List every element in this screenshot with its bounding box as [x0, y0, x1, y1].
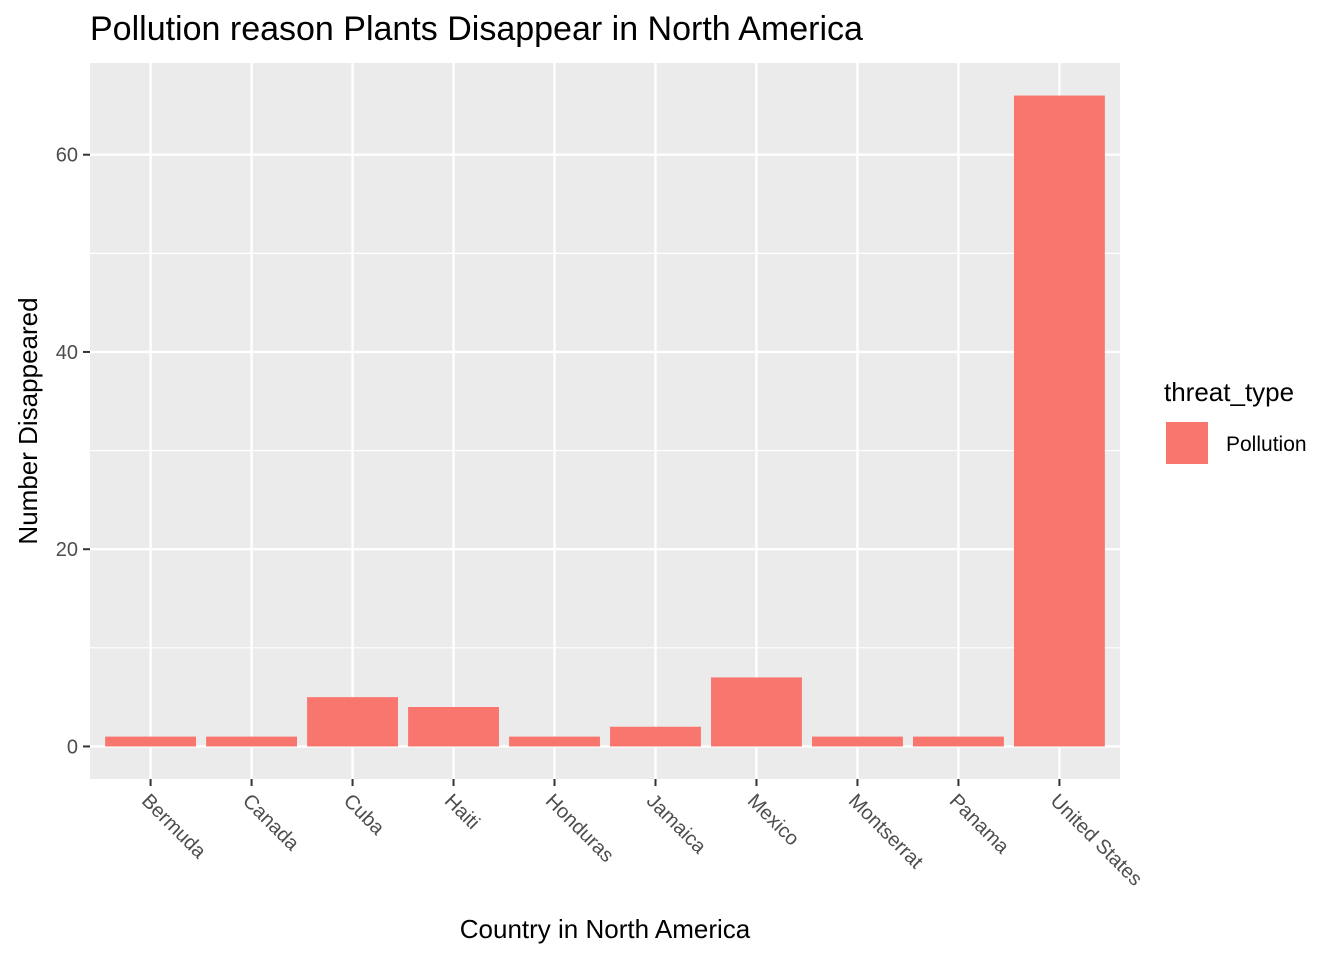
bar-canada — [206, 736, 298, 747]
bar-cuba — [307, 697, 398, 747]
legend-key-pollution — [1166, 422, 1208, 464]
major-gridlines — [90, 63, 1120, 779]
x-tick-label: Canada — [238, 790, 304, 856]
y-tick-label: 60 — [56, 145, 78, 167]
bar-mexico — [711, 677, 802, 747]
x-tick-label: Montserrat — [844, 790, 927, 873]
minor-gridlines — [90, 252, 1120, 649]
legend: threat_type Pollution — [1164, 377, 1307, 464]
x-tick-label: Honduras — [541, 790, 618, 867]
bar-united-states — [1013, 95, 1105, 747]
x-tick-label: United States — [1046, 790, 1146, 890]
plot-panel — [90, 63, 1120, 779]
bar-jamaica — [610, 726, 701, 747]
x-tick-label: Panama — [945, 790, 1014, 859]
y-axis: 0 20 40 60 — [56, 145, 90, 758]
bar-panama — [912, 736, 1004, 747]
y-tick-label: 20 — [56, 539, 78, 561]
x-tick-label: Haiti — [440, 790, 484, 834]
y-tick-label: 40 — [56, 342, 78, 364]
bar-montserrat — [812, 736, 903, 747]
bar-bermuda — [105, 736, 197, 747]
x-axis-title: Country in North America — [460, 914, 751, 944]
x-tick-label: Bermuda — [137, 790, 211, 864]
x-tick-label: Cuba — [339, 790, 389, 840]
legend-label-pollution: Pollution — [1226, 433, 1307, 456]
y-axis-title: Number Disappeared — [13, 297, 43, 544]
bar-honduras — [509, 736, 600, 747]
x-axis: Bermuda Canada Cuba Haiti Honduras Jamaica Mex… — [137, 779, 1146, 890]
x-tick-label: Mexico — [743, 790, 803, 850]
bar-haiti — [408, 707, 499, 747]
chart-title: Pollution reason Plants Disappear in Nor… — [90, 10, 863, 48]
legend-title: threat_type — [1164, 377, 1294, 407]
y-tick-label: 0 — [67, 736, 78, 758]
bars — [105, 95, 1105, 747]
x-tick-label: Jamaica — [642, 790, 711, 859]
